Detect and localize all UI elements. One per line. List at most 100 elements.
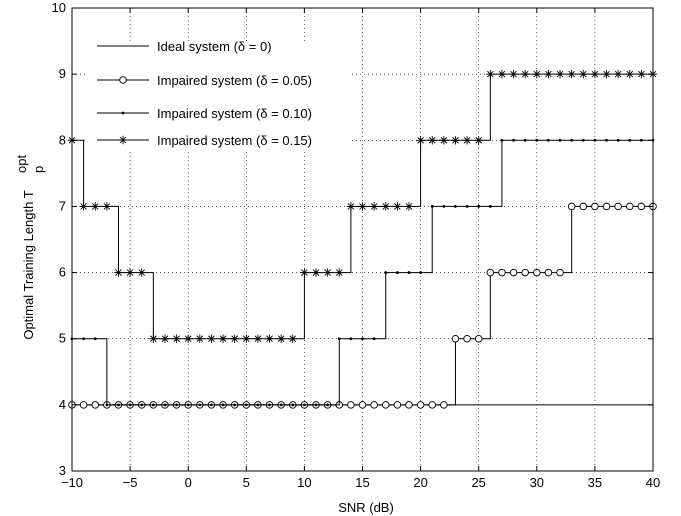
asterisk-marker xyxy=(91,202,100,211)
dot-marker xyxy=(121,111,125,115)
asterisk-marker xyxy=(114,268,123,277)
asterisk-marker xyxy=(253,334,263,343)
dot-marker xyxy=(581,138,585,142)
y-axis-title-main: Optimal Training Length T xyxy=(21,190,36,339)
y-tick-label: 8 xyxy=(59,132,66,147)
circle-marker xyxy=(79,401,88,409)
y-tick-label: 4 xyxy=(59,397,66,412)
dot-marker xyxy=(512,138,515,142)
asterisk-marker xyxy=(184,334,193,343)
circle-marker xyxy=(474,334,483,343)
circle-marker xyxy=(498,268,506,277)
asterisk-marker xyxy=(195,334,205,343)
dot-marker xyxy=(186,403,190,407)
legend-label: Impaired system (δ = 0.10) xyxy=(157,106,312,121)
asterisk-marker xyxy=(346,202,356,211)
dot-marker xyxy=(535,138,539,142)
circle-marker xyxy=(463,334,471,343)
circle-marker xyxy=(591,202,599,211)
dot-marker xyxy=(314,403,318,407)
y-tick-label: 7 xyxy=(59,198,66,213)
dot-marker xyxy=(395,271,399,274)
asterisk-marker xyxy=(265,334,274,343)
circle-marker xyxy=(626,202,634,211)
legend-box xyxy=(88,44,350,150)
dot-marker xyxy=(198,403,202,407)
dot-marker xyxy=(407,271,411,274)
asterisk-marker xyxy=(486,69,495,79)
x-tick-label: −10 xyxy=(61,475,83,490)
asterisk-marker xyxy=(439,136,449,145)
series-3 xyxy=(70,138,655,407)
asterisk-marker xyxy=(625,69,634,79)
asterisk-marker xyxy=(451,136,460,145)
dot-marker xyxy=(500,138,504,142)
dot-marker xyxy=(593,138,597,142)
dot-marker xyxy=(465,205,469,208)
x-tick-label: 5 xyxy=(243,475,250,490)
circle-marker xyxy=(521,268,529,277)
dot-marker xyxy=(175,403,178,407)
asterisk-marker xyxy=(544,69,553,79)
asterisk-marker xyxy=(172,334,181,343)
asterisk-marker xyxy=(497,69,507,79)
asterisk-marker xyxy=(613,69,623,79)
dot-marker xyxy=(337,337,341,341)
series-2 xyxy=(68,202,657,409)
dot-marker xyxy=(639,138,643,142)
circle-marker xyxy=(602,202,611,211)
y-tick-label: 5 xyxy=(59,331,66,346)
dot-marker xyxy=(372,337,376,341)
dot-marker xyxy=(454,205,457,208)
asterisk-marker xyxy=(311,268,321,277)
y-tick-label: 10 xyxy=(52,0,66,15)
circle-marker xyxy=(579,202,588,211)
asterisk-marker xyxy=(602,69,611,79)
circle-marker xyxy=(614,202,622,211)
y-axis-title-sub: p xyxy=(31,166,46,173)
asterisk-marker xyxy=(404,202,414,211)
legend-item: Ideal system (δ = 0) xyxy=(97,39,272,54)
asterisk-marker xyxy=(102,202,112,211)
x-tick-label: 10 xyxy=(297,475,311,490)
asterisk-marker xyxy=(218,334,228,343)
dot-marker xyxy=(117,403,120,407)
y-tick-label: 3 xyxy=(59,463,66,478)
asterisk-marker xyxy=(160,334,170,343)
dot-marker xyxy=(558,138,562,142)
circle-marker xyxy=(556,268,564,277)
asterisk-marker xyxy=(242,334,251,343)
x-tick-label: 0 xyxy=(185,475,192,490)
asterisk-marker xyxy=(555,69,565,79)
dot-marker xyxy=(547,138,550,142)
ticks-layer: −10 −5 0 5 10 15 20 25 30 35 40 3 4 5 6 7 8 9 10 xyxy=(52,0,661,490)
asterisk-marker xyxy=(137,268,146,277)
dot-marker xyxy=(163,403,167,407)
dot-marker xyxy=(268,403,271,407)
asterisk-marker xyxy=(579,69,588,79)
dot-marker xyxy=(523,138,527,142)
asterisk-marker xyxy=(323,268,332,277)
dot-marker xyxy=(256,403,260,407)
asterisk-marker xyxy=(230,334,239,343)
legend: Ideal system (δ = 0) Impaired system (δ =… xyxy=(88,39,350,150)
dot-marker xyxy=(151,403,155,407)
series-layer xyxy=(67,69,658,409)
dot-marker xyxy=(361,337,364,341)
y-tick-label: 6 xyxy=(59,265,66,280)
dot-marker xyxy=(221,403,225,407)
asterisk-marker xyxy=(125,268,135,277)
circle-marker xyxy=(381,401,390,409)
circle-marker xyxy=(509,268,518,277)
dot-marker xyxy=(628,138,632,142)
asterisk-marker xyxy=(149,334,158,343)
x-tick-label: 30 xyxy=(530,475,544,490)
x-tick-label: 25 xyxy=(471,475,485,490)
asterisk-marker xyxy=(276,334,286,343)
circle-marker xyxy=(544,268,553,277)
circle-marker xyxy=(440,401,448,409)
x-tick-label: 35 xyxy=(588,475,602,490)
dot-marker xyxy=(244,403,248,407)
series-line xyxy=(72,139,653,406)
